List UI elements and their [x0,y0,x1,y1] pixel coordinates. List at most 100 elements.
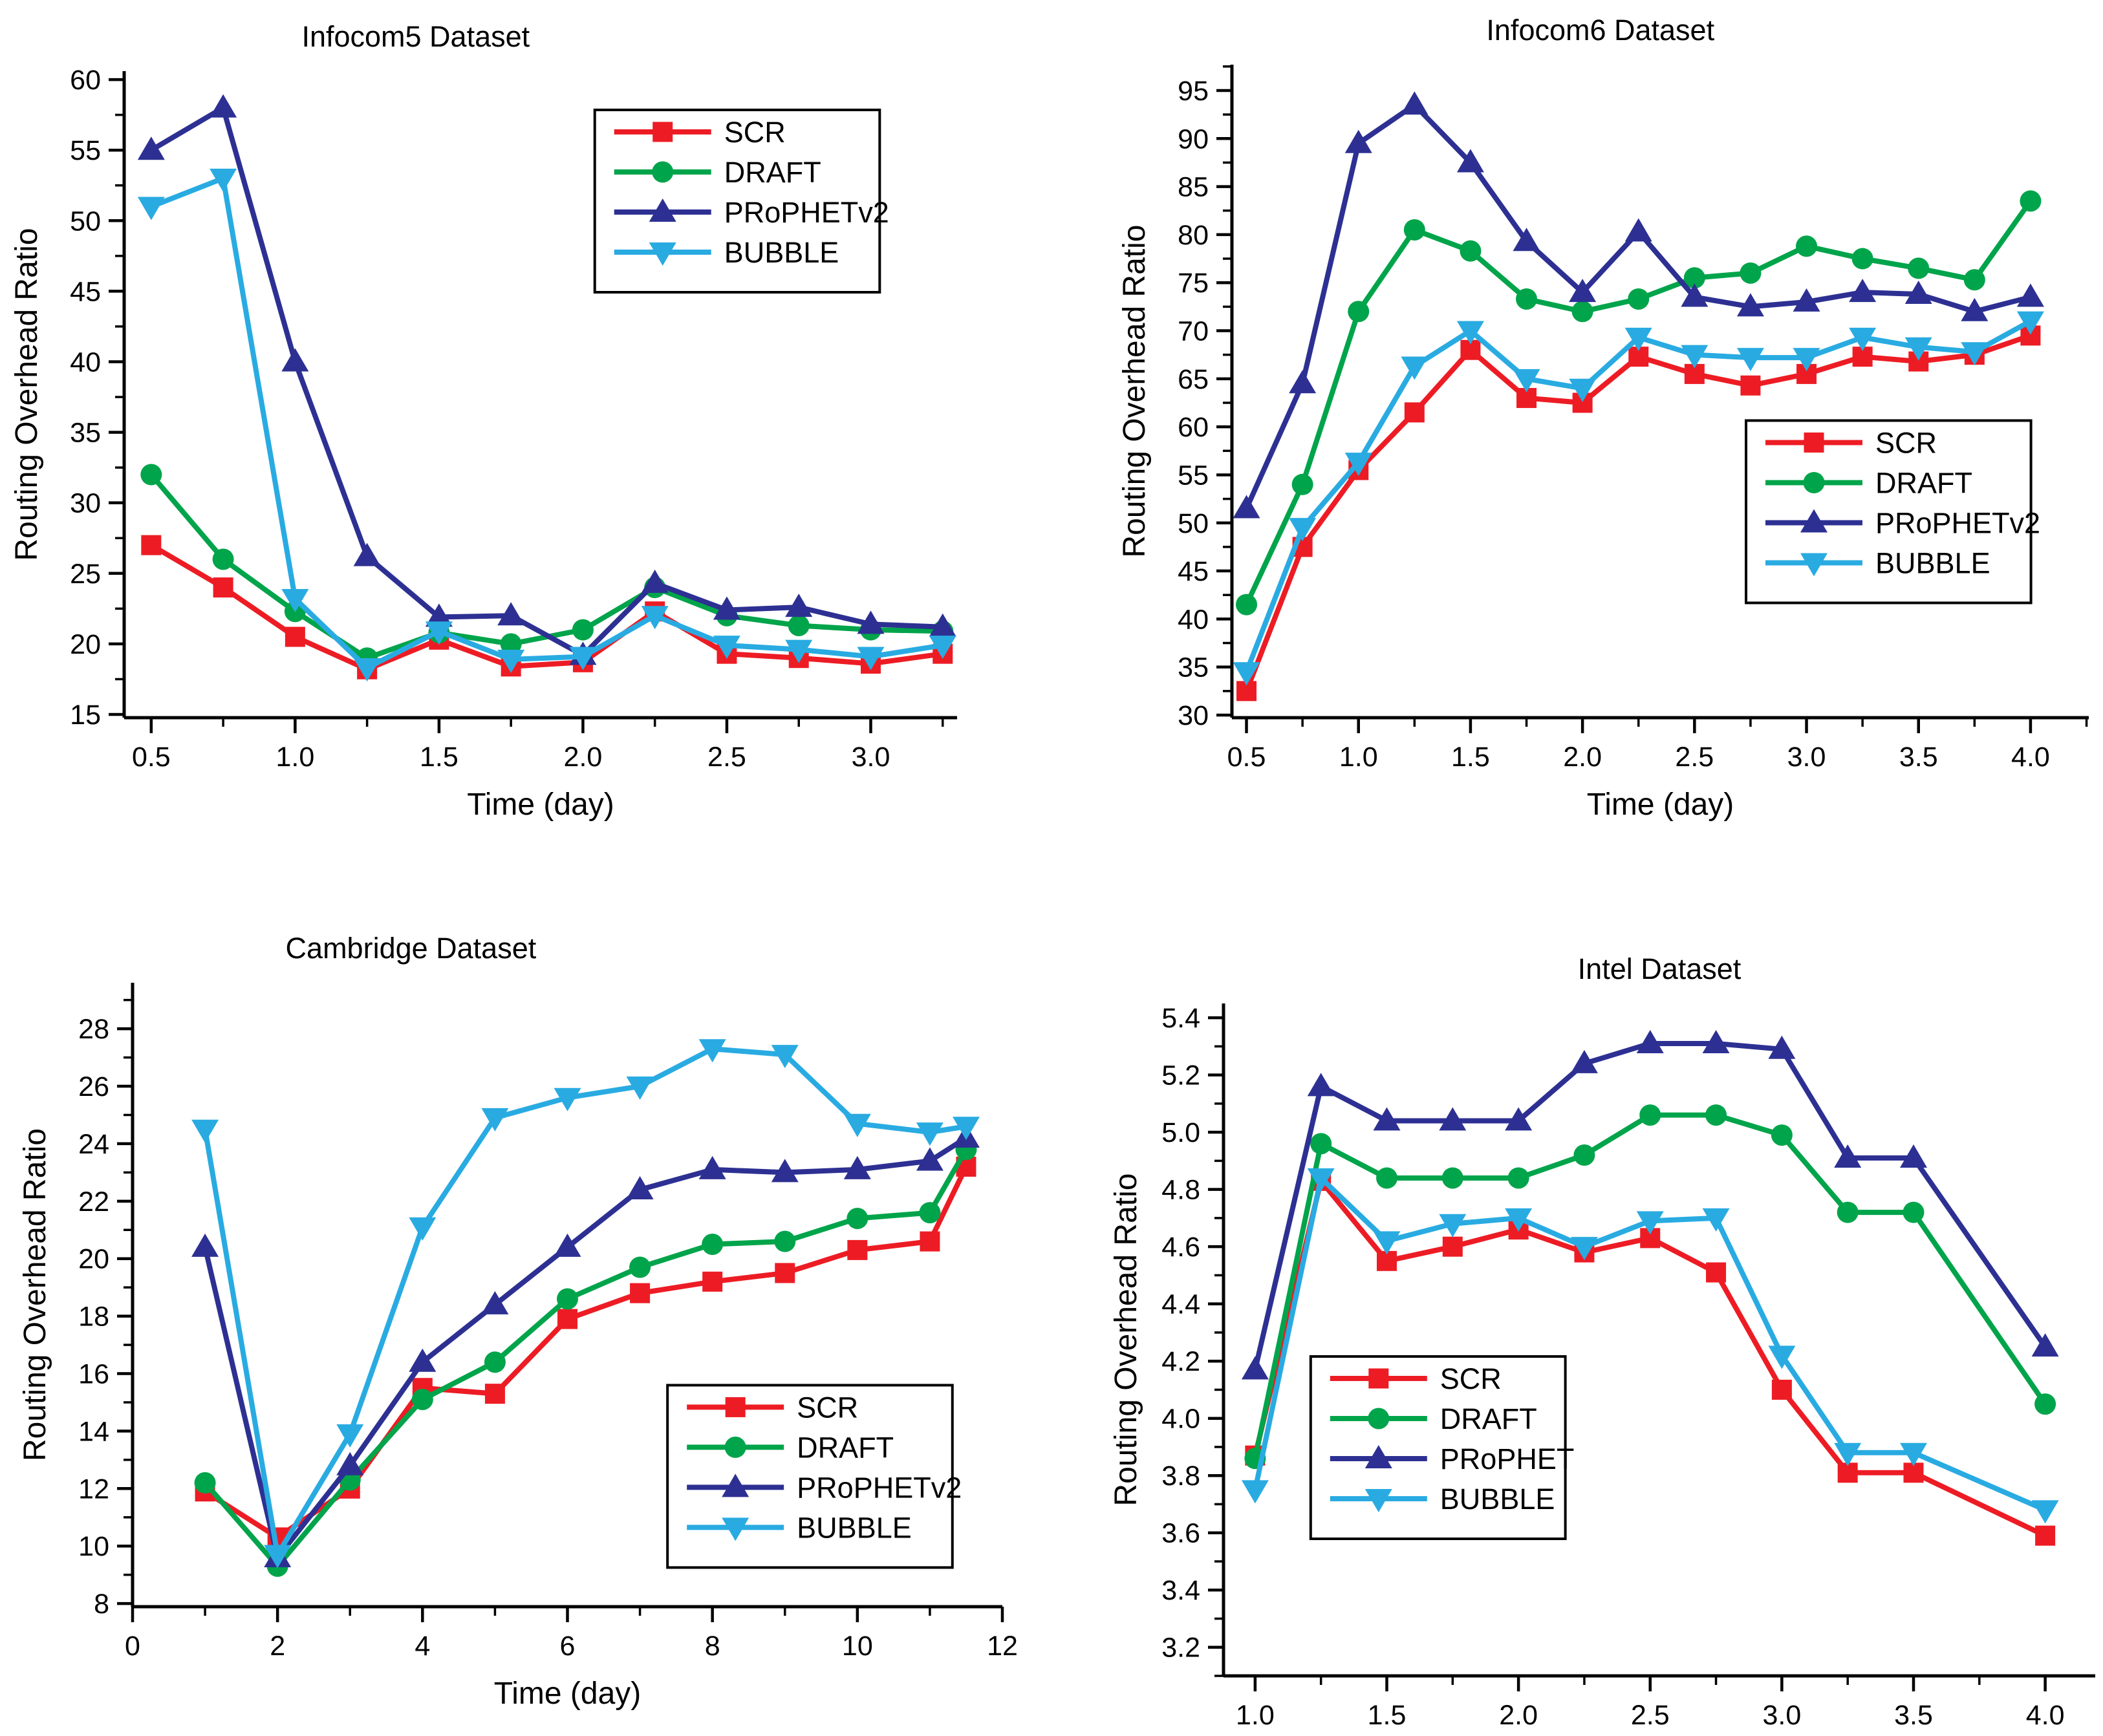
series-BUBBLE [191,1039,980,1569]
y-tick-label: 60 [1178,412,1209,443]
y-axis-label: Routing Overhead Ratio [1117,225,1152,558]
x-axis-ticks: 0.5 1.0 1.5 2.0 2.5 3.0 [132,718,944,773]
series-DRAFT [1244,1104,2056,1470]
x-tick-label: 3.0 [852,742,890,773]
axes [122,71,957,720]
y-tick-label: 3.2 [1161,1633,1200,1664]
y-tick-label: 50 [1178,508,1209,539]
y-axis-label: Routing Overhead Ratio [1109,1173,1143,1506]
x-tick-label: 0.5 [1227,742,1266,773]
chart-title: Infocom5 Dataset [301,20,530,53]
y-tick-label: 95 [1178,76,1209,107]
x-tick-label: 2.0 [1563,742,1602,773]
legend-label: SCR [1875,426,1937,459]
x-tick-label: 2.5 [707,742,746,773]
series-PRoPHET [1241,1029,2059,1380]
y-axis-ticks: 15 20 25 30 35 40 45 50 55 60 [70,65,124,731]
x-tick-label: 8 [705,1631,720,1662]
x-tick-label: 2.5 [1631,1700,1670,1731]
y-tick-label: 28 [78,1014,109,1045]
x-tick-label: 12 [987,1631,1018,1662]
chart-cell-cambridge: 0 2 4 6 8 10 12 8 10 12 14 16 18 20 22 24 26 28 SCR DRAFT PR… [0,868,1052,1735]
y-tick-label: 45 [1178,556,1209,587]
x-tick-label: 2.0 [564,742,603,773]
x-tick-label: 1.0 [275,742,314,773]
y-axis-label: Routing Overhead Ratio [18,1128,52,1461]
y-tick-label: 80 [1178,220,1209,251]
x-tick-label: 2 [270,1631,285,1662]
chart-title: Intel Dataset [1578,952,1742,985]
series-BUBBLE [1241,1168,2059,1524]
y-axis-ticks: 30 35 40 45 50 55 60 65 70 75 80 85 90 95 [1178,65,1232,731]
legend-label: DRAFT [797,1431,894,1464]
series-DRAFT [1236,190,2042,616]
y-tick-label: 75 [1178,268,1209,299]
legend-label: BUBBLE [1875,546,1990,579]
y-tick-label: 5.4 [1161,1003,1200,1034]
x-tick-label: 6 [560,1631,576,1662]
y-tick-label: 4.6 [1161,1232,1200,1263]
x-tick-label: 3.0 [1762,1700,1801,1731]
x-tick-label: 3.5 [1899,742,1938,773]
y-tick-label: 20 [70,629,101,660]
y-axis-ticks: 8 10 12 14 16 18 20 22 24 26 28 [78,998,133,1620]
y-tick-label: 85 [1178,172,1209,203]
y-tick-label: 55 [1178,460,1209,491]
chart-infocom6: 0.5 1.0 1.5 2.0 2.5 3.0 3.5 4.0 30 35 40 45 50 55 60 65… [1117,14,2089,822]
x-tick-label: 4.0 [2011,742,2050,773]
x-tick-label: 1.0 [1236,1700,1275,1731]
y-tick-label: 15 [70,700,101,731]
legend-label: DRAFT [1440,1402,1537,1435]
x-tick-label: 4.0 [2026,1700,2065,1731]
series-PRoPHETv2 [1233,91,2044,519]
y-tick-label: 70 [1178,316,1209,347]
x-axis-ticks: 0.5 1.0 1.5 2.0 2.5 3.0 3.5 4.0 [1227,718,2088,773]
axes [1230,65,2089,720]
chart-cell-infocom6: 0.5 1.0 1.5 2.0 2.5 3.0 3.5 4.0 30 35 40 45 50 55 60 65… [1052,0,2103,868]
x-tick-label: 2.5 [1675,742,1714,773]
legend: SCR DRAFT PRoPHETv2 BUBBLE [666,1384,962,1569]
legend-label: BUBBLE [1440,1483,1555,1516]
y-tick-label: 16 [78,1359,109,1390]
y-tick-label: 4.4 [1161,1289,1200,1320]
y-tick-label: 3.6 [1161,1518,1200,1549]
x-axis-ticks: 1.0 1.5 2.0 2.5 3.0 3.5 4.0 [1236,1676,2065,1731]
y-tick-label: 25 [70,559,101,590]
legend-label: PRoPHET [1440,1442,1575,1475]
series-BUBBLE [1233,311,2044,686]
y-tick-label: 8 [94,1589,109,1620]
x-tick-label: 1.0 [1339,742,1378,773]
y-tick-label: 24 [78,1129,109,1160]
x-tick-label: 1.5 [420,742,458,773]
y-tick-label: 26 [78,1071,109,1102]
x-tick-label: 0.5 [132,742,171,773]
y-tick-label: 35 [70,418,101,449]
y-tick-label: 40 [70,347,101,378]
x-tick-label: 3.0 [1787,742,1826,773]
x-axis-label: Time (day) [494,1677,642,1711]
x-tick-label: 0 [125,1631,140,1662]
y-tick-label: 5.2 [1161,1060,1200,1091]
y-tick-label: 55 [70,135,101,166]
legend-label: DRAFT [724,156,821,189]
chart-cell-intel: 1.0 1.5 2.0 2.5 3.0 3.5 4.0 3.2 3.4 3.6 3.8 4.0 4.2 4… [1052,868,2103,1735]
y-axis-label: Routing Overhead Ratio [10,228,44,561]
series-PRoPHETv2 [191,1124,980,1567]
y-tick-label: 18 [78,1302,109,1333]
chart-title: Infocom6 Dataset [1486,14,1714,47]
y-tick-label: 10 [78,1531,109,1562]
legend-label: PRoPHETv2 [1875,506,2040,539]
series-BUBBLE [137,168,956,681]
chart-cell-infocom5: 0.5 1.0 1.5 2.0 2.5 3.0 15 20 25 30 35 40 45 50 55 60 SC… [0,0,1052,868]
y-tick-label: 90 [1178,123,1209,155]
y-axis-ticks: 3.2 3.4 3.6 3.8 4.0 4.2 4.4 4.6 4.8 5.0 5.2 5.4 [1161,1003,1224,1677]
y-tick-label: 5.0 [1161,1117,1200,1148]
chart-infocom5: 0.5 1.0 1.5 2.0 2.5 3.0 15 20 25 30 35 40 45 50 55 60 SC… [10,20,957,822]
legend-label: BUBBLE [797,1511,912,1544]
legend-label: BUBBLE [724,236,839,269]
y-tick-label: 3.4 [1161,1575,1200,1606]
y-tick-label: 50 [70,206,101,237]
y-tick-label: 40 [1178,604,1209,635]
legend-label: SCR [797,1391,858,1424]
